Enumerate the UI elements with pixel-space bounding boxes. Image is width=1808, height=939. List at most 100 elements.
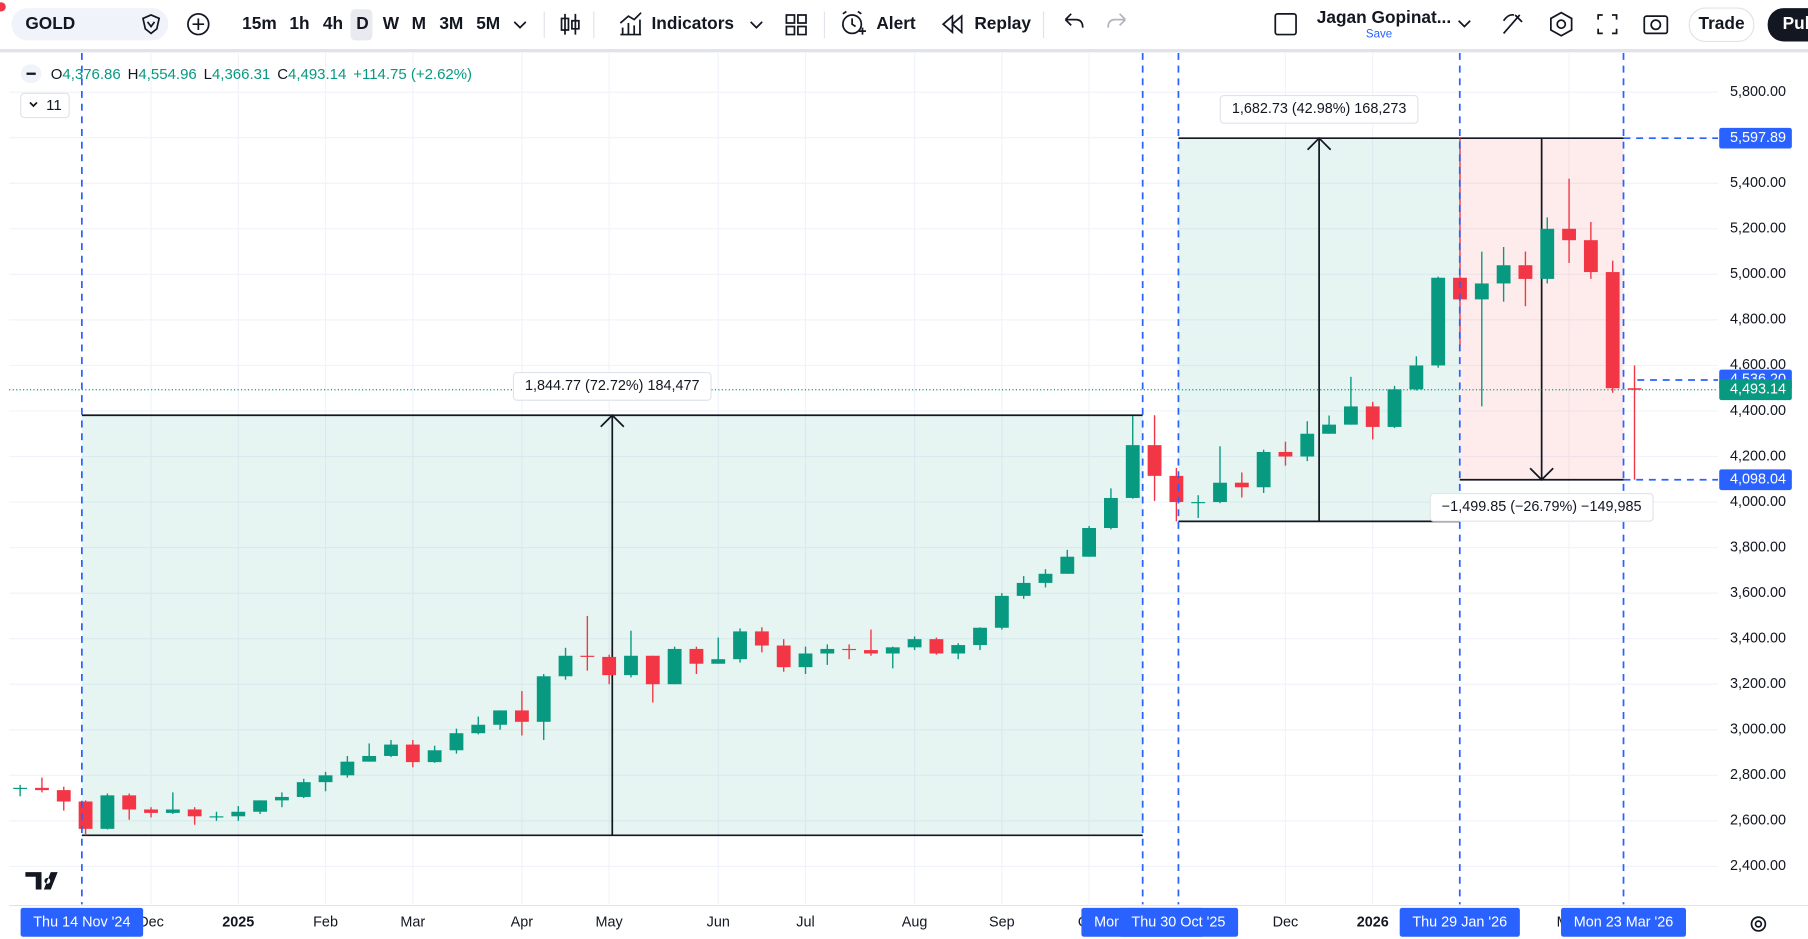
legend-value: 4,366.31: [212, 66, 270, 83]
y-tick-label: 5,000.00: [1730, 266, 1786, 282]
fullscreen-button[interactable]: [1597, 14, 1618, 35]
replay-icon[interactable]: [941, 14, 963, 35]
candle-body: [1409, 365, 1424, 390]
legend-change: +114.75 (+2.62%): [353, 66, 472, 83]
x-tick-label: 2025: [222, 915, 254, 931]
y-tick-label: 5,800.00: [1730, 84, 1786, 100]
interval-dropdown[interactable]: [513, 21, 527, 29]
interval[interactable]: 5M: [476, 13, 500, 33]
toolbar: GOLD 15m 1h 4h D W M 3M 5M Indicators Al…: [0, 0, 1808, 53]
candle-body: [1016, 582, 1031, 596]
x-tick-label: May: [596, 915, 624, 931]
quick-search-button[interactable]: [1502, 13, 1523, 34]
trade-button-bg[interactable]: [1688, 7, 1755, 43]
trade-button[interactable]: Trade: [1698, 13, 1744, 33]
interval[interactable]: W: [383, 13, 400, 33]
candle-body: [1627, 388, 1642, 390]
candle-body: [471, 724, 486, 734]
candle-body: [929, 639, 944, 654]
symbol-icon[interactable]: [141, 14, 161, 35]
candle-body: [1365, 406, 1380, 427]
candle-body: [733, 631, 747, 660]
tradingview-logo[interactable]: [25, 872, 58, 890]
candle-body: [951, 645, 966, 654]
interval[interactable]: D: [356, 13, 368, 33]
y-tick-label: 5,200.00: [1730, 221, 1786, 237]
candle-body: [580, 655, 595, 657]
gear-ring[interactable]: [1750, 916, 1767, 932]
candle-body: [994, 595, 1009, 628]
price-label: 5,597.89: [1730, 130, 1786, 146]
date-marker-label: Thu 14 Nov '24: [33, 915, 130, 931]
symbol-search[interactable]: [11, 8, 169, 41]
candle-body: [427, 750, 442, 763]
candle-body: [1322, 424, 1337, 434]
candle-body: [1583, 240, 1598, 273]
candle-body: [231, 811, 246, 817]
interval[interactable]: 1h: [289, 13, 309, 33]
candle-body: [754, 631, 769, 646]
y-tick-label: 2,400.00: [1730, 858, 1786, 874]
indicators-dropdown[interactable]: [750, 21, 763, 29]
candle-body: [798, 653, 813, 668]
candle-body: [13, 787, 28, 789]
publish-button[interactable]: Pub: [1783, 13, 1808, 33]
layout-icon[interactable]: [1274, 12, 1297, 36]
candle-body: [711, 659, 726, 664]
publish-button-bg[interactable]: [1767, 8, 1808, 42]
legend-value: 4,554.96: [138, 66, 196, 83]
y-tick-label: 4,600.00: [1730, 357, 1786, 373]
price-label: 4,098.04: [1730, 472, 1786, 488]
indicators-icon[interactable]: [619, 12, 642, 36]
date-marker-bg: [1118, 907, 1239, 937]
interval[interactable]: 4h: [323, 13, 343, 33]
snapshot-button[interactable]: [1643, 15, 1669, 35]
interval[interactable]: 3M: [439, 13, 463, 33]
redo-button[interactable]: [1107, 13, 1126, 28]
settings-gear[interactable]: [1750, 916, 1767, 932]
candle-body: [449, 733, 464, 751]
candle-body: [100, 795, 115, 829]
compare-button[interactable]: [187, 12, 210, 36]
replay-button[interactable]: Replay: [974, 13, 1031, 33]
legend-value: 4,376.86: [62, 66, 120, 83]
price-label-bg: [1719, 127, 1792, 149]
price-label-bg: [1719, 469, 1792, 491]
y-tick-label: 3,400.00: [1730, 630, 1786, 646]
x-tick-label: Sep: [989, 915, 1015, 931]
alert-icon[interactable]: [842, 14, 863, 35]
date-marker-bg: [1399, 907, 1520, 937]
x-tick-label: Apr: [511, 915, 534, 931]
candle-body: [253, 800, 268, 812]
layout-name[interactable]: Jagan Gopinat...: [1317, 7, 1451, 27]
indicator-count[interactable]: 11: [46, 97, 62, 114]
layout-dropdown[interactable]: [1458, 20, 1471, 28]
toolbar-bg: [0, 0, 1808, 50]
indicators-button[interactable]: Indicators: [651, 13, 734, 33]
candle-body: [558, 655, 573, 677]
collapse-icon: [29, 101, 38, 108]
x-tick-label: 2026: [1357, 915, 1389, 931]
save-button[interactable]: Save: [1366, 29, 1392, 41]
y-tick-label: 4,200.00: [1730, 448, 1786, 464]
candle-body: [1256, 451, 1271, 488]
candle-body: [907, 639, 922, 648]
candle-body: [1082, 528, 1097, 557]
x-tick-label: Jul: [796, 915, 814, 931]
candle-body: [1038, 573, 1053, 583]
chart-type-button[interactable]: [560, 13, 580, 35]
settings-button[interactable]: [1550, 11, 1573, 37]
candle-body: [667, 648, 682, 685]
indicators-collapse[interactable]: [20, 92, 70, 119]
alert-button[interactable]: Alert: [876, 13, 916, 33]
symbol[interactable]: GOLD: [25, 13, 75, 33]
date-marker-label: Thu 30 Oct '25: [1131, 915, 1225, 931]
measure-arrow-head: [600, 414, 625, 428]
ohlc-legend: O4,376.86 H4,554.96 L4,366.31 C4,493.14 +114…: [51, 66, 472, 83]
layouts-button[interactable]: [785, 14, 807, 36]
y-tick-label: 2,800.00: [1730, 767, 1786, 783]
interval[interactable]: M: [412, 13, 426, 33]
undo-button[interactable]: [1064, 13, 1084, 28]
interval[interactable]: 15m: [242, 13, 277, 33]
measure-arrow-head: [1529, 467, 1554, 481]
